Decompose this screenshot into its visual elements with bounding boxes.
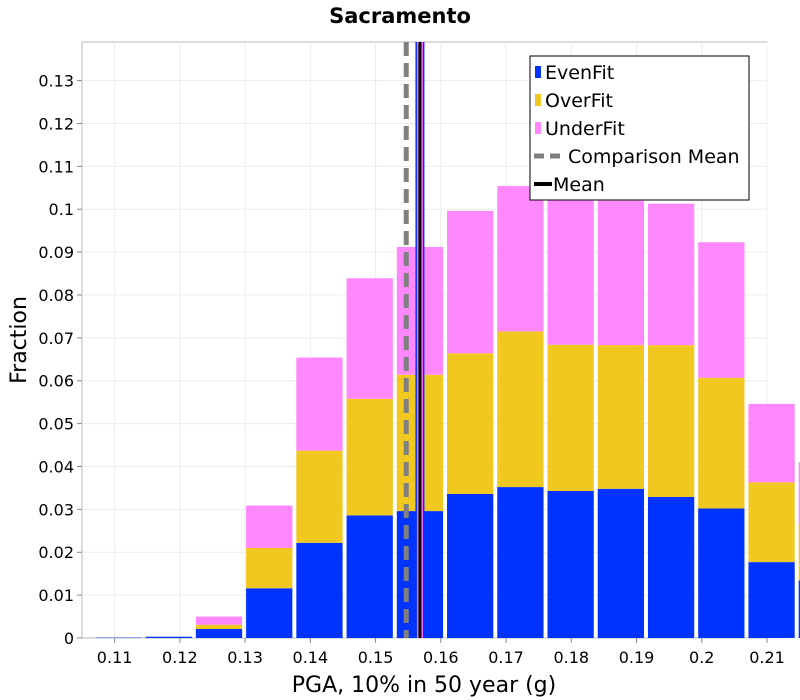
x-tick-label: 0.19 <box>619 648 655 667</box>
bar-evenfit <box>597 488 645 638</box>
x-tick-label: 0.14 <box>293 648 329 667</box>
bar-underfit <box>547 194 594 345</box>
y-tick-label: 0.05 <box>38 415 74 434</box>
bar-underfit <box>195 616 243 625</box>
bar-underfit <box>497 186 544 332</box>
bar-underfit <box>296 357 343 451</box>
bar-underfit <box>798 462 800 524</box>
y-tick-label: 0.07 <box>38 329 74 348</box>
legend-label: Mean <box>553 174 605 196</box>
legend-swatch <box>535 122 541 134</box>
x-tick-label: 0.12 <box>162 648 198 667</box>
bar-evenfit <box>647 496 695 638</box>
bar-evenfit <box>798 580 800 638</box>
bar-underfit <box>748 403 795 483</box>
bar-overfit <box>296 450 343 543</box>
legend-swatch <box>535 66 541 78</box>
bar-overfit <box>748 482 795 563</box>
bar-underfit <box>647 203 695 346</box>
y-tick-label: 0.09 <box>38 243 74 262</box>
bar-overfit <box>647 345 695 497</box>
bar-underfit <box>346 278 393 399</box>
bar-evenfit <box>447 493 494 638</box>
bar-underfit <box>447 210 494 354</box>
y-tick-label: 0.08 <box>38 286 74 305</box>
x-tick-label: 0.13 <box>227 648 263 667</box>
bar-overfit <box>547 344 594 491</box>
bar-underfit <box>597 200 645 346</box>
y-tick-label: 0.1 <box>49 200 74 219</box>
x-tick-label: 0.2 <box>689 648 714 667</box>
y-tick-label: 0.12 <box>38 114 74 133</box>
x-axis-title: PGA, 10% in 50 year (g) <box>292 673 556 698</box>
bar-overfit <box>497 331 544 488</box>
bar-overfit <box>798 523 800 581</box>
x-tick-label: 0.21 <box>749 648 785 667</box>
y-tick-label: 0.04 <box>38 457 74 476</box>
y-axis-title: Fraction <box>7 296 32 384</box>
y-tick-label: 0 <box>64 629 74 648</box>
bar-evenfit <box>698 508 745 638</box>
legend-swatch <box>535 94 541 106</box>
y-axis-ticks: 0 0.01 0.02 0.03 0.04 0.05 0.06 0.07 0.08 0.09 0.1… <box>38 72 82 648</box>
y-tick-label: 0.02 <box>38 543 74 562</box>
bar-evenfit <box>195 628 243 638</box>
bar-overfit <box>195 624 243 629</box>
bar-underfit <box>698 242 745 378</box>
legend-box <box>529 55 750 201</box>
x-tick-label: 0.17 <box>488 648 524 667</box>
bar-evenfit <box>246 588 293 638</box>
bar-underfit <box>246 505 293 548</box>
bar-evenfit <box>346 515 393 638</box>
legend: EvenFit OverFit UnderFit Comparison Mean Mea… <box>529 55 750 201</box>
legend-label: UnderFit <box>545 118 625 140</box>
legend-label: EvenFit <box>545 62 614 84</box>
bar-evenfit <box>497 487 544 638</box>
x-tick-label: 0.18 <box>553 648 589 667</box>
bar-evenfit <box>296 542 343 638</box>
y-tick-label: 0.06 <box>38 372 74 391</box>
y-tick-label: 0.13 <box>38 72 74 91</box>
bar-overfit <box>447 353 494 494</box>
legend-label: OverFit <box>545 90 613 112</box>
x-axis-ticks: 0.11 0.12 0.13 0.14 0.15 0.16 0.17 0.18 0.19 0.2 0… <box>97 638 785 667</box>
reference-lines <box>403 42 425 638</box>
bar-evenfit <box>748 562 795 638</box>
bar-overfit <box>246 547 293 589</box>
chart-title: Sacramento <box>329 4 471 28</box>
x-tick-label: 0.11 <box>97 648 133 667</box>
y-tick-label: 0.01 <box>38 586 74 605</box>
y-tick-label: 0.03 <box>38 500 74 519</box>
bar-evenfit <box>145 636 192 638</box>
legend-label: Comparison Mean <box>568 146 740 168</box>
bar-overfit <box>597 345 645 489</box>
y-tick-label: 0.11 <box>38 157 74 176</box>
bars <box>95 186 800 638</box>
bar-evenfit <box>547 490 594 638</box>
bar-overfit <box>346 398 393 516</box>
x-tick-label: 0.15 <box>358 648 394 667</box>
bar-overfit <box>698 377 745 509</box>
x-tick-label: 0.16 <box>423 648 459 667</box>
